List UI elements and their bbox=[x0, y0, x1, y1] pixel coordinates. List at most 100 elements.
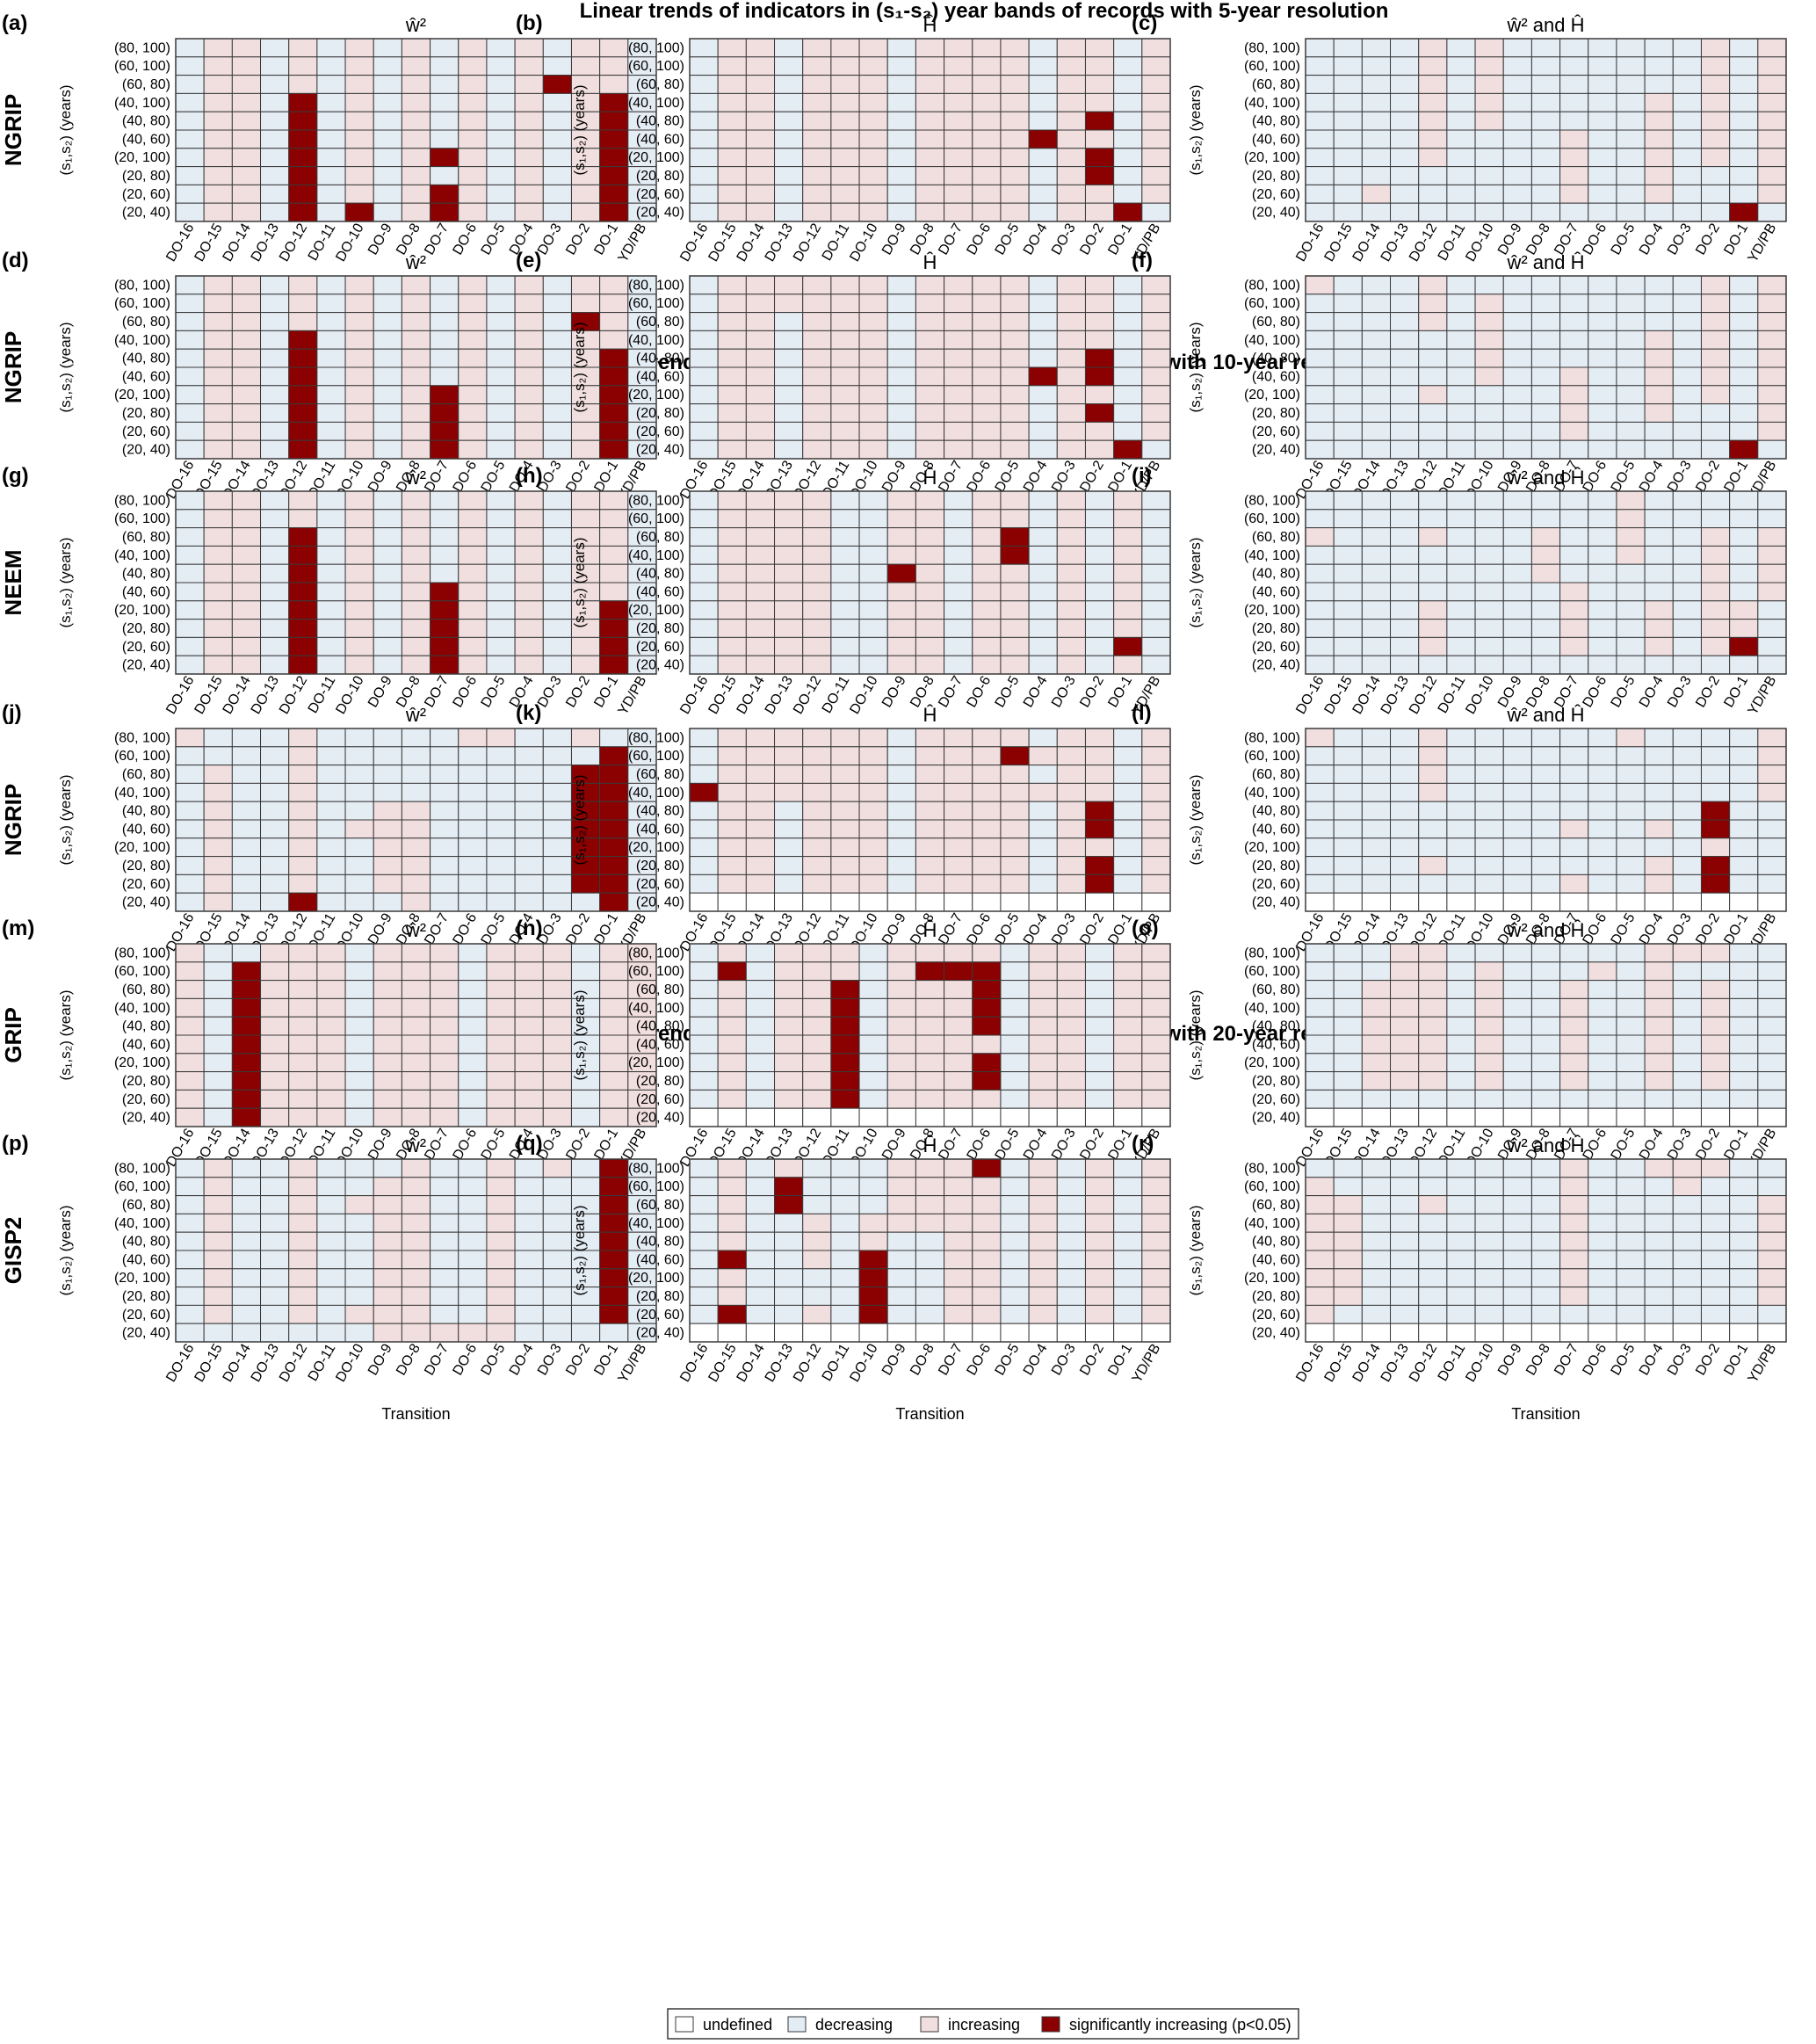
heatmap-cell bbox=[830, 728, 860, 748]
heatmap-cell bbox=[1141, 366, 1171, 387]
heatmap-cell bbox=[886, 856, 916, 875]
heatmap-cell bbox=[1305, 619, 1335, 638]
y-tick-label: (40, 100) bbox=[114, 96, 170, 111]
heatmap-cell bbox=[1559, 184, 1589, 204]
y-tick-label: (20, 80) bbox=[636, 1289, 684, 1304]
heatmap-cell bbox=[486, 294, 516, 314]
heatmap-cell bbox=[344, 1071, 374, 1091]
heatmap-cell bbox=[717, 38, 747, 58]
heatmap-cell bbox=[1644, 92, 1674, 112]
heatmap-cell bbox=[1672, 892, 1702, 912]
heatmap-cell bbox=[1000, 837, 1030, 858]
heatmap-cell bbox=[1446, 819, 1476, 839]
heatmap-cell bbox=[486, 1268, 516, 1288]
heatmap-cell bbox=[1113, 997, 1143, 1018]
heatmap-cell bbox=[1446, 1213, 1476, 1233]
heatmap-cell bbox=[745, 1177, 776, 1197]
heatmap-cell bbox=[1446, 873, 1476, 894]
x-tick-label: DO-2 bbox=[1077, 1126, 1107, 1163]
heatmap-cell bbox=[1757, 856, 1787, 875]
x-tick-label: DO-5 bbox=[479, 221, 509, 257]
heatmap-cell bbox=[486, 636, 516, 656]
heatmap-cell bbox=[1028, 111, 1058, 131]
heatmap-cell bbox=[1474, 837, 1504, 858]
heatmap-cell bbox=[570, 294, 601, 314]
heatmap-cell bbox=[514, 582, 544, 602]
heatmap-cell bbox=[1113, 1250, 1143, 1270]
x-tick-label: DO-10 bbox=[847, 221, 880, 264]
x-axis-label: Transition bbox=[381, 1405, 450, 1423]
heatmap-cell bbox=[745, 330, 776, 350]
heatmap-cell bbox=[1305, 1158, 1335, 1178]
heatmap-cell bbox=[1028, 1016, 1058, 1036]
heatmap-cell bbox=[745, 782, 776, 802]
heatmap-cell bbox=[514, 385, 544, 405]
heatmap-cell bbox=[802, 294, 832, 314]
heatmap-cell bbox=[599, 782, 629, 802]
heatmap-cell bbox=[1672, 312, 1702, 331]
heatmap-cell bbox=[1644, 997, 1674, 1018]
heatmap-cell bbox=[288, 1034, 318, 1055]
heatmap-cell bbox=[175, 202, 205, 222]
heatmap-cell bbox=[203, 943, 233, 963]
heatmap-cell bbox=[344, 1053, 374, 1073]
heatmap-cell bbox=[599, 1177, 629, 1197]
heatmap-cell bbox=[1418, 892, 1448, 912]
heatmap-cell bbox=[1305, 856, 1335, 875]
heatmap-cell bbox=[1757, 1158, 1787, 1178]
heatmap-cell bbox=[1333, 527, 1363, 547]
heatmap-cell bbox=[344, 1213, 374, 1233]
heatmap-cell bbox=[1757, 837, 1787, 858]
heatmap-cell bbox=[514, 943, 544, 963]
y-axis-label: (s₁,s₂) (years) bbox=[571, 775, 588, 866]
heatmap-cell bbox=[972, 366, 1002, 387]
heatmap-cell bbox=[1474, 892, 1504, 912]
heatmap-cell bbox=[599, 56, 629, 76]
heatmap-cell bbox=[458, 1071, 488, 1091]
heatmap-cell bbox=[858, 56, 888, 76]
y-tick-label: (20, 40) bbox=[122, 1326, 170, 1341]
x-tick-label: DO-5 bbox=[993, 673, 1023, 710]
heatmap-cell bbox=[972, 1071, 1002, 1091]
heatmap-cell bbox=[1028, 1304, 1058, 1324]
heatmap-cell bbox=[1446, 837, 1476, 858]
heatmap-cell bbox=[373, 385, 402, 405]
heatmap-cell bbox=[316, 1089, 346, 1109]
heatmap-cell bbox=[1502, 403, 1532, 423]
heatmap-cell bbox=[1588, 636, 1617, 656]
heatmap-cell bbox=[316, 1158, 346, 1178]
heatmap-cell bbox=[316, 1323, 346, 1343]
heatmap-cell bbox=[915, 56, 945, 76]
heatmap-cell bbox=[689, 856, 719, 875]
heatmap-cell bbox=[1700, 509, 1731, 529]
heatmap-cell bbox=[203, 636, 233, 656]
y-tick-label: (20, 100) bbox=[628, 1271, 684, 1286]
panel-letter: (o) bbox=[1132, 917, 1159, 940]
heatmap-cell bbox=[430, 619, 459, 638]
heatmap-cell bbox=[1757, 421, 1787, 441]
heatmap-cell bbox=[458, 728, 488, 748]
heatmap-cell bbox=[886, 1323, 916, 1343]
heatmap-cell bbox=[401, 782, 431, 802]
heatmap-cell bbox=[944, 943, 973, 963]
heatmap-cell bbox=[1000, 1231, 1030, 1251]
heatmap-cell bbox=[1474, 92, 1504, 112]
heatmap-cell bbox=[1672, 619, 1702, 638]
heatmap-cell bbox=[231, 619, 262, 638]
heatmap-cell bbox=[458, 1250, 488, 1270]
heatmap-cell bbox=[1028, 563, 1058, 583]
heatmap-cell bbox=[514, 765, 544, 784]
heatmap-cell bbox=[344, 330, 374, 350]
heatmap-cell bbox=[344, 1016, 374, 1036]
heatmap-cell bbox=[1616, 1323, 1646, 1343]
heatmap-cell bbox=[1502, 1213, 1532, 1233]
heatmap-cell bbox=[1028, 1089, 1058, 1109]
heatmap-cell bbox=[599, 1016, 629, 1036]
heatmap-cell bbox=[1390, 1287, 1420, 1306]
heatmap-cell bbox=[175, 619, 205, 638]
heatmap-cell bbox=[1700, 1071, 1731, 1091]
heatmap-cell bbox=[858, 746, 888, 766]
heatmap-cell bbox=[1333, 1213, 1363, 1233]
heatmap-cell bbox=[802, 366, 832, 387]
y-tick-label: (40, 100) bbox=[628, 1001, 684, 1016]
